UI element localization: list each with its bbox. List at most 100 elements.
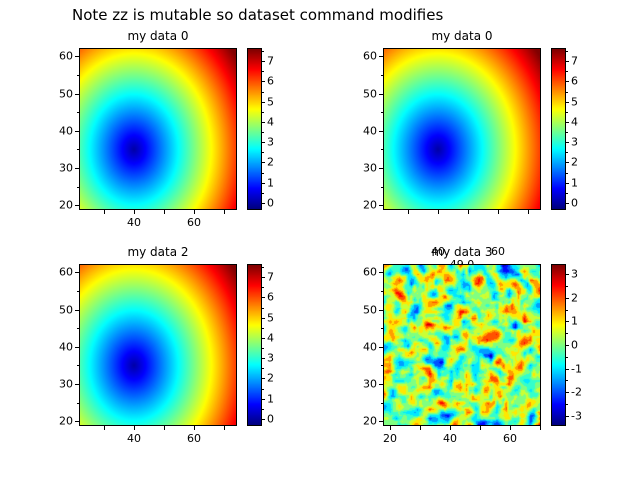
colorbar-minor-tick <box>262 173 264 174</box>
colorbar-frame <box>551 264 566 426</box>
y-tick <box>379 347 383 348</box>
y-minor-tick <box>381 403 383 404</box>
colorbar-tick <box>262 102 265 103</box>
colorbar-minor-tick <box>262 112 264 113</box>
colorbar-tick <box>566 122 569 123</box>
y-minor-tick <box>77 328 79 329</box>
colorbar-tick <box>566 61 569 62</box>
colorbar-tick <box>566 416 569 417</box>
x-tick <box>450 426 451 430</box>
colorbar-tick <box>262 399 265 400</box>
colorbar-minor-tick <box>566 333 568 334</box>
plot-title: my data 0 <box>127 29 189 43</box>
colorbar-minor-tick <box>262 348 264 349</box>
y-tick <box>75 384 79 385</box>
colorbar-tick <box>566 102 569 103</box>
y-tick <box>75 205 79 206</box>
heatmap-image <box>80 49 236 209</box>
x-tick <box>224 210 225 214</box>
y-tick <box>75 272 79 273</box>
colorbar-minor-tick <box>566 152 568 153</box>
colorbar-tick-label: 4 <box>267 115 274 129</box>
colorbar-tick-label: 6 <box>267 290 274 304</box>
colorbar-minor-tick <box>262 287 264 288</box>
colorbar-gradient <box>248 49 261 209</box>
colorbar-minor-tick <box>566 112 568 113</box>
colorbar-tick <box>262 61 265 62</box>
colorbar-minor-tick <box>566 71 568 72</box>
colorbar-tick-label: 0 <box>267 412 274 426</box>
colorbar-minor-tick <box>566 286 568 287</box>
y-tick-label: 50 <box>363 303 377 317</box>
y-minor-tick <box>381 187 383 188</box>
figure-title: Note zz is mutable so dataset command mo… <box>72 6 444 24</box>
colorbar-tick-label: 3 <box>267 135 274 149</box>
colorbar-tick <box>262 318 265 319</box>
y-tick <box>75 56 79 57</box>
colorbar-tick-label: -2 <box>571 385 582 399</box>
x-tick <box>164 426 165 430</box>
y-tick-label: 30 <box>59 161 73 175</box>
y-tick-label: 40 <box>363 124 377 138</box>
x-tick <box>468 210 469 214</box>
y-tick-label: 50 <box>59 87 73 101</box>
heatmap-image <box>384 265 540 425</box>
y-tick-label: 40 <box>363 340 377 354</box>
colorbar-tick <box>566 369 569 370</box>
y-minor-tick <box>77 112 79 113</box>
y-tick <box>379 384 383 385</box>
colorbar-tick-label: 0 <box>571 196 578 210</box>
colorbar-minor-tick <box>262 368 264 369</box>
colorbar-tick-label: 5 <box>267 311 274 325</box>
x-tick-label: 60 <box>503 432 517 445</box>
colorbar-tick-label: 1 <box>267 392 274 406</box>
colorbar-tick-label: 6 <box>267 74 274 88</box>
y-tick-label: 50 <box>363 87 377 101</box>
colorbar-minor-tick <box>262 409 264 410</box>
x-tick <box>540 426 541 430</box>
colorbar-tick-label: 1 <box>267 176 274 190</box>
y-tick-label: 60 <box>59 265 73 279</box>
y-minor-tick <box>77 75 79 76</box>
colorbar-minor-tick <box>262 152 264 153</box>
colorbar-frame <box>247 48 262 210</box>
colorbar-tick <box>262 81 265 82</box>
x-tick <box>528 210 529 214</box>
colorbar-tick-label: 1 <box>571 314 578 328</box>
y-tick-label: 20 <box>363 414 377 428</box>
x-tick-label: 60 <box>187 432 201 445</box>
colorbar-minor-tick <box>566 310 568 311</box>
y-tick-label: 20 <box>59 414 73 428</box>
x-tick <box>134 426 135 430</box>
colorbar-minor-tick <box>262 193 264 194</box>
colorbar-tick-label: 2 <box>267 371 274 385</box>
colorbar-tick-label: 3 <box>267 351 274 365</box>
colorbar-gradient <box>552 49 565 209</box>
colorbar-minor-tick <box>262 51 264 52</box>
x-tick <box>498 210 499 214</box>
x-tick <box>164 210 165 214</box>
x-tick-label: 40 <box>443 432 457 445</box>
colorbar-tick <box>566 81 569 82</box>
colorbar-minor-tick <box>566 132 568 133</box>
colorbar-minor-tick <box>566 193 568 194</box>
colorbar-tick <box>566 183 569 184</box>
y-minor-tick <box>77 187 79 188</box>
y-tick-label: 30 <box>363 377 377 391</box>
colorbar-tick <box>262 338 265 339</box>
colorbar-tick <box>262 162 265 163</box>
y-minor-tick <box>381 112 383 113</box>
colorbar-tick <box>566 162 569 163</box>
y-minor-tick <box>77 403 79 404</box>
colorbar-tick <box>566 345 569 346</box>
y-tick-label: 50 <box>59 303 73 317</box>
colorbar-tick <box>262 277 265 278</box>
colorbar-minor-tick <box>566 357 568 358</box>
x-tick <box>438 210 439 214</box>
y-minor-tick <box>381 328 383 329</box>
y-tick <box>75 131 79 132</box>
colorbar-tick-label: 2 <box>571 155 578 169</box>
y-tick <box>379 310 383 311</box>
axes-frame <box>383 48 541 210</box>
colorbar-frame <box>247 264 262 426</box>
